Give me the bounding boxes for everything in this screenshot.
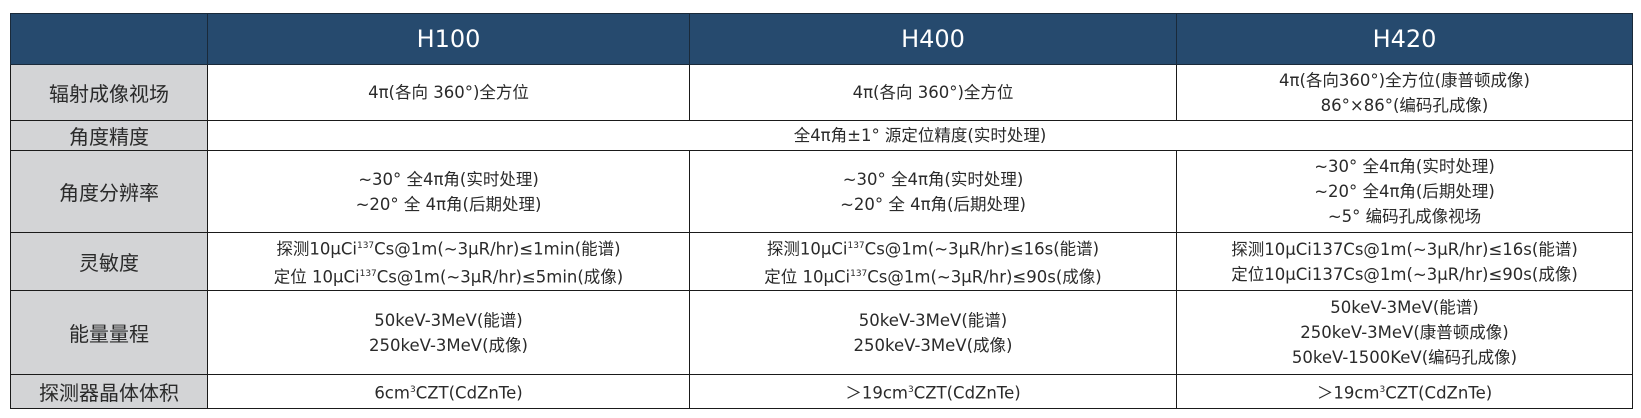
cell-line: ~20° 全4π角(后期处理)	[1314, 182, 1495, 201]
superscript: 3	[1379, 384, 1386, 395]
cell-line: 定位 10μCi137Cs@1m(~3μR/hr)≤90s(成像)	[690, 262, 1176, 290]
cell-line: 86°×86°(编码孔成像)	[1320, 95, 1489, 115]
cell-line: 定位 10μCi137Cs@1m(~3μR/hr)≤5min(成像)	[208, 262, 689, 290]
model-h420-header: H420	[1176, 13, 1633, 65]
cell-line: 4π(各向 360°)全方位	[368, 83, 529, 102]
text: Cs@1m(~3μR/hr)≤90s(成像)	[867, 267, 1102, 286]
table-cell: 50keV-3MeV(能谱) 250keV-3MeV(成像)	[689, 290, 1177, 375]
superscript: 3	[907, 384, 914, 395]
cell-line: 250keV-3MeV(成像)	[853, 335, 1013, 355]
superscript: 137	[356, 241, 375, 251]
cell-line: 50keV-3MeV(能谱)	[1330, 298, 1479, 317]
cell-line: 探测10μCi137Cs@1m(~3μR/hr)≤16s(能谱)	[1231, 239, 1578, 259]
cell-line: ~20° 全 4π角(后期处理)	[355, 194, 542, 214]
text: ＞19cm	[1316, 383, 1380, 403]
text: CZT(CdZnTe)	[415, 383, 523, 403]
cell-line: 50keV-3MeV(能谱)	[858, 310, 1008, 330]
table-row: 能量量程 50keV-3MeV(能谱) 250keV-3MeV(成像) 50keV…	[10, 290, 1633, 375]
table-cell: ＞19cm3CZT(CdZnTe)	[1176, 374, 1633, 409]
superscript: 3	[409, 384, 416, 395]
row-label: 探测器晶体体积	[10, 374, 208, 409]
text: Cs@1m(~3μR/hr)≤16s(能谱)	[864, 239, 1100, 259]
table-row: 辐射成像视场 4π(各向 360°)全方位 4π(各向 360°)全方位 4π(…	[10, 64, 1633, 121]
row-label: 辐射成像视场	[10, 64, 208, 121]
model-h400-header: H400	[689, 13, 1177, 65]
table-row: 灵敏度 探测10μCi137Cs@1m(~3μR/hr)≤1min(能谱) 定位…	[10, 232, 1633, 291]
table-cell: 6cm3CZT(CdZnTe)	[207, 374, 690, 409]
cell-line: 250keV-3MeV(成像)	[369, 335, 528, 355]
text: ＞19cm	[845, 383, 908, 403]
superscript: 137	[847, 241, 865, 251]
table-cell: ~30° 全4π角(实时处理) ~20° 全 4π角(后期处理)	[689, 150, 1177, 233]
row-label: 能量量程	[10, 290, 208, 375]
text: Cs@1m(~3μR/hr)≤5min(成像)	[376, 267, 624, 286]
table-row: 探测器晶体体积 6cm3CZT(CdZnTe) ＞19cm3CZT(CdZnTe…	[10, 374, 1633, 409]
cell-line: 探测10μCi137Cs@1m(~3μR/hr)≤16s(能谱)	[690, 234, 1176, 262]
row-label: 角度精度	[10, 120, 208, 151]
text: CZT(CdZnTe)	[1385, 383, 1493, 403]
header-row: H100 H400 H420	[10, 13, 1633, 65]
text: CZT(CdZnTe)	[913, 383, 1021, 403]
cell-line: ~30° 全4π角(实时处理)	[1314, 157, 1495, 176]
cell-line: ~30° 全4π角(实时处理)	[842, 169, 1024, 189]
text: 探测10μCi	[766, 239, 848, 259]
superscript: 137	[850, 268, 868, 279]
row-label: 灵敏度	[10, 232, 208, 291]
table-cell: 探测10μCi137Cs@1m(~3μR/hr)≤1min(能谱) 定位 10μ…	[207, 232, 690, 291]
cell-line: ~30° 全4π角(实时处理)	[358, 169, 539, 189]
table-cell: ~30° 全4π角(实时处理) ~20° 全4π角(后期处理) ~5° 编码孔成像视…	[1176, 150, 1633, 233]
table-cell: 50keV-3MeV(能谱) 250keV-3MeV(康普顿成像) 50keV-15…	[1176, 290, 1633, 375]
text: Cs@1m(~3μR/hr)≤1min(能谱)	[374, 239, 621, 259]
cell-line: 4π(各向 360°)全方位	[852, 83, 1014, 102]
table-cell: 4π(各向 360°)全方位	[207, 64, 690, 121]
cell-line: 50keV-3MeV(能谱)	[374, 310, 523, 330]
table-row: 角度分辨率 ~30° 全4π角(实时处理) ~20° 全 4π角(后期处理) ~3…	[10, 150, 1633, 233]
spec-comparison-table: H100 H400 H420 辐射成像视场 4π(各向 360°)全方位 4π(…	[10, 13, 1633, 409]
table-cell: ~30° 全4π角(实时处理) ~20° 全 4π角(后期处理)	[207, 150, 690, 233]
cell-line: ~5° 编码孔成像视场	[1327, 207, 1482, 226]
table-cell: 探测10μCi137Cs@1m(~3μR/hr)≤16s(能谱) 定位10μCi1…	[1176, 232, 1633, 291]
cell-line: 探测10μCi137Cs@1m(~3μR/hr)≤1min(能谱)	[208, 234, 689, 262]
cell-line: ~20° 全 4π角(后期处理)	[840, 194, 1026, 214]
superscript: 137	[359, 268, 377, 279]
table-cell: 4π(各向 360°)全方位	[689, 64, 1177, 121]
corner-cell	[10, 13, 208, 65]
model-h100-header: H100	[207, 13, 690, 65]
text: 定位 10μCi	[273, 267, 360, 286]
row-label: 角度分辨率	[10, 150, 208, 233]
text: 定位 10μCi	[764, 267, 851, 286]
table-cell: 探测10μCi137Cs@1m(~3μR/hr)≤16s(能谱) 定位 10μC…	[689, 232, 1177, 291]
text: 6cm	[374, 383, 410, 403]
cell-line: 250keV-3MeV(康普顿成像)	[1300, 323, 1509, 342]
table-cell: ＞19cm3CZT(CdZnTe)	[689, 374, 1177, 409]
merged-cell: 全4π角±1° 源定位精度(实时处理)	[207, 120, 1633, 151]
table-row: 角度精度 全4π角±1° 源定位精度(实时处理)	[10, 120, 1633, 151]
cell-line: 50keV-1500KeV(编码孔成像)	[1291, 348, 1518, 367]
cell-line: 4π(各向360°)全方位(康普顿成像)	[1279, 70, 1530, 90]
table-cell: 50keV-3MeV(能谱) 250keV-3MeV(成像)	[207, 290, 690, 375]
table-cell: 4π(各向360°)全方位(康普顿成像) 86°×86°(编码孔成像)	[1176, 64, 1633, 121]
cell-line: 定位10μCi137Cs@1m(~3μR/hr)≤90s(成像)	[1231, 264, 1578, 284]
text: 探测10μCi	[276, 239, 357, 259]
